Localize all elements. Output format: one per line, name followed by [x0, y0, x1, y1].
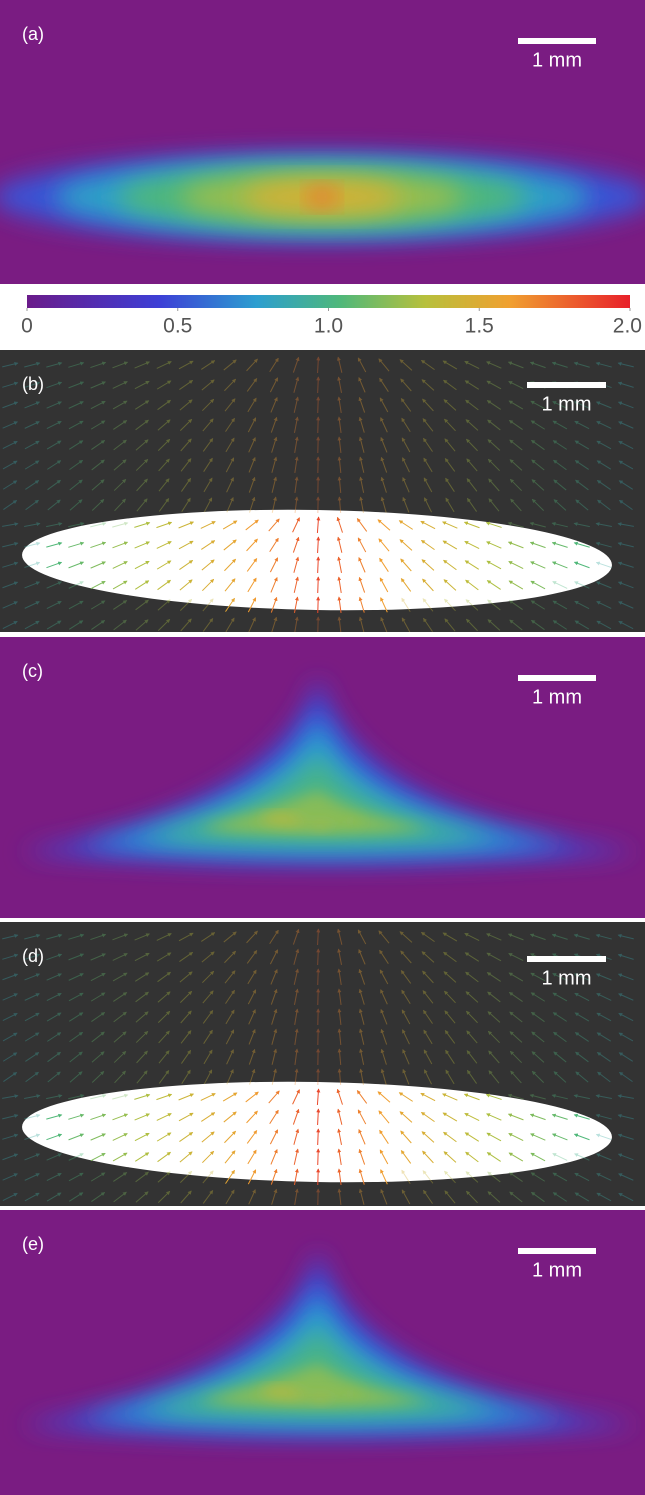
page: (a) 1 mm (b) 1 mm (c) 1 mm (d) 1 mm (e) 1 mm 0 0.5 1…: [0, 0, 645, 1495]
panel: (d) 1 mm: [0, 922, 645, 1206]
panel-content: [0, 922, 645, 1206]
scale-bar-label: 1 mm: [532, 686, 582, 708]
panel-label: (e): [22, 1234, 44, 1254]
vector-arrow: [318, 1149, 319, 1165]
vector-arrow: [318, 1129, 319, 1145]
panel-label: (d): [22, 946, 44, 966]
vector-arrow: [318, 397, 319, 413]
panel-label: (b): [22, 374, 44, 394]
heat-level: [306, 188, 338, 206]
panel: (a) 1 mm: [0, 0, 645, 284]
panel: (c) 1 mm: [0, 637, 645, 918]
vector-arrow: [318, 557, 319, 573]
scale-bar: [518, 38, 596, 44]
vector-arrow: [318, 577, 319, 593]
scale-bar-label: 1 mm: [532, 1259, 582, 1281]
panel: (b) 1 mm: [0, 350, 645, 633]
colorbar-tick-label: 0.5: [163, 315, 192, 338]
colorbar-tick-label: 0: [21, 315, 33, 338]
scale-bar: [518, 675, 596, 681]
scale-bar-label: 1 mm: [532, 49, 582, 71]
panel: (e) 1 mm: [0, 1210, 645, 1495]
scale-bar-label: 1 mm: [542, 967, 592, 989]
colorbar-tick-label: 1.5: [465, 315, 494, 338]
colorbar: [27, 295, 630, 308]
panel-label: (a): [22, 24, 44, 44]
colorbar-tick-label: 2.0: [613, 315, 642, 338]
figure: (a) 1 mm (b) 1 mm (c) 1 mm (d) 1 mm (e) 1 mm 0 0.5 1…: [0, 0, 645, 1495]
scale-bar: [527, 956, 606, 962]
panel-label: (c): [22, 661, 43, 681]
vector-arrow: [318, 949, 319, 965]
vector-arrow: [318, 377, 319, 393]
scale-bar: [518, 1248, 596, 1254]
colorbar-tick-label: 1.0: [314, 315, 343, 338]
scale-bar: [527, 382, 606, 388]
scale-bar-label: 1 mm: [542, 393, 592, 415]
vector-arrow: [318, 969, 319, 985]
